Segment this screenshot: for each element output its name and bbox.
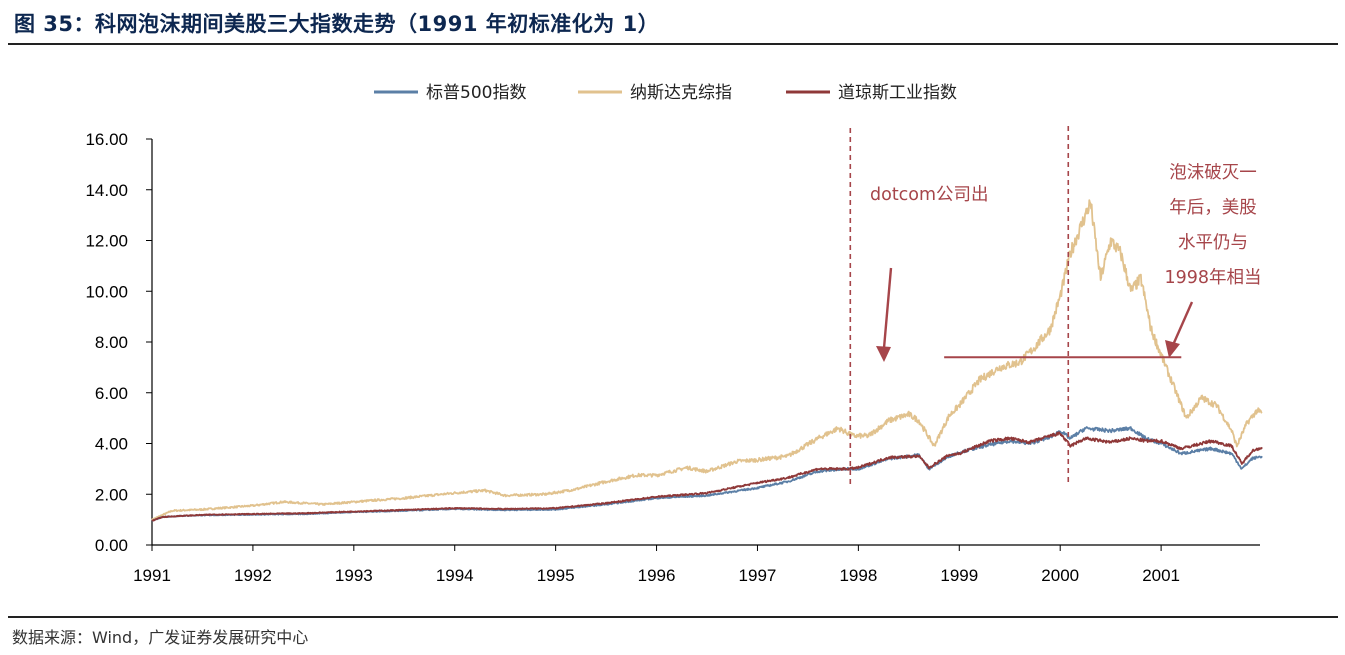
burst-annotation-line: 1998年相当 <box>1164 268 1261 288</box>
chart-area: 标普500指数 纳斯达克综指 道琼斯工业指数 0.00 2.00 4.00 6.00 8.0… <box>85 83 1263 585</box>
burst-arrow-head <box>1165 340 1180 358</box>
y-tick-label: 10.00 <box>85 282 128 301</box>
x-tick-label: 1994 <box>436 566 474 585</box>
y-tick-label: 4.00 <box>95 435 128 454</box>
y-tick-label: 6.00 <box>95 384 128 403</box>
dotcom-arrow-head <box>876 346 891 362</box>
source-note: 数据来源：Wind，广发证券发展研究中心 <box>12 628 309 647</box>
burst-annotation-line: 水平仍与 <box>1178 233 1248 253</box>
series-lines <box>151 199 1263 522</box>
legend: 标普500指数 纳斯达克综指 道琼斯工业指数 <box>374 83 957 103</box>
series-line-1 <box>151 199 1263 521</box>
y-tick-label: 16.00 <box>85 130 128 149</box>
burst-annotation-line: 年后，美股 <box>1169 198 1257 218</box>
title-rule <box>8 43 1338 45</box>
x-tick-label: 1997 <box>739 566 777 585</box>
source-rule <box>8 616 1338 618</box>
dotcom-arrow-shaft <box>882 267 893 349</box>
legend-label: 纳斯达克综指 <box>630 83 732 103</box>
y-tick-label: 14.00 <box>85 181 128 200</box>
y-tick-label: 12.00 <box>85 232 128 251</box>
x-tick-label: 1993 <box>335 566 373 585</box>
y-tick-label: 0.00 <box>95 536 128 555</box>
series-line-2 <box>151 431 1263 522</box>
dotcom-annotation-text: dotcom公司出 <box>870 185 989 205</box>
y-tick-label: 2.00 <box>95 485 128 504</box>
x-tick-label: 2001 <box>1142 566 1180 585</box>
figure-title: 图 35：科网泡沫期间美股三大指数走势（1991 年初标准化为 1） <box>14 12 660 36</box>
x-tick-label: 2000 <box>1041 566 1079 585</box>
burst-arrow-shaft <box>1171 301 1194 346</box>
x-tick-label: 1991 <box>133 566 171 585</box>
x-tick-label: 1996 <box>638 566 676 585</box>
y-tick-label: 8.00 <box>95 333 128 352</box>
legend-label: 道琼斯工业指数 <box>838 83 957 103</box>
legend-label: 标普500指数 <box>426 83 526 103</box>
x-tick-label: 1995 <box>537 566 575 585</box>
x-tick-label: 1999 <box>940 566 978 585</box>
burst-annotation-line: 泡沫破灭一 <box>1169 163 1257 183</box>
x-tick-label: 1998 <box>839 566 877 585</box>
axes: 0.00 2.00 4.00 6.00 8.00 10.00 12.00 14.00 16.00… <box>85 130 1260 585</box>
x-tick-label: 1992 <box>234 566 272 585</box>
